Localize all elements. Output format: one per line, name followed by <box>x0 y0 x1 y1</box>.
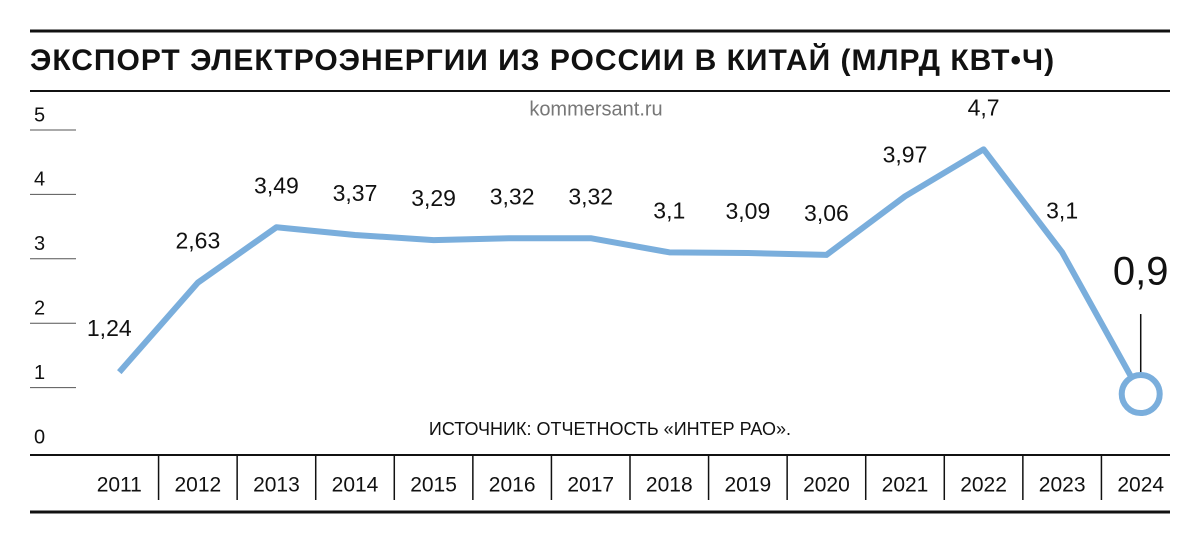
source-site: kommersant.ru <box>529 98 662 120</box>
y-tick-label: 3 <box>34 233 45 255</box>
value-label: 1,24 <box>87 315 132 341</box>
chart-title: ЭКСПОРТ ЭЛЕКТРОЭНЕРГИИ ИЗ РОССИИ В КИТАЙ… <box>30 43 1055 77</box>
source-note: ИСТОЧНИК: ОТЧЕТНОСТЬ «ИНТЕР РАО». <box>429 419 791 439</box>
value-label: 3,1 <box>653 197 685 223</box>
x-tick-label: 2015 <box>410 474 457 497</box>
value-label: 3,09 <box>725 198 770 224</box>
value-label: 4,7 <box>968 94 1000 120</box>
value-label: 3,97 <box>883 141 928 167</box>
x-tick-label: 2012 <box>174 474 221 497</box>
value-label: 3,32 <box>568 183 613 209</box>
y-tick-label: 0 <box>34 426 45 448</box>
value-label: 0,9 <box>1113 250 1169 294</box>
x-tick-label: 2016 <box>489 474 536 497</box>
value-label: 3,06 <box>804 200 849 226</box>
value-label: 3,29 <box>411 185 456 211</box>
value-label: 3,49 <box>254 172 299 198</box>
x-tick-label: 2020 <box>803 474 850 497</box>
x-tick-label: 2021 <box>882 474 929 497</box>
x-tick-label: 2014 <box>332 474 379 497</box>
value-label: 2,63 <box>175 228 220 254</box>
x-tick-label: 2013 <box>253 474 300 497</box>
x-tick-label: 2018 <box>646 474 693 497</box>
x-tick-label: 2011 <box>97 474 142 497</box>
x-tick-label: 2024 <box>1117 474 1164 497</box>
data-line <box>117 146 1144 396</box>
value-label: 3,32 <box>490 183 535 209</box>
y-tick-label: 4 <box>34 169 45 191</box>
value-label: 3,37 <box>333 180 378 206</box>
highlight-point <box>1118 372 1163 417</box>
x-tick-label: 2022 <box>960 474 1007 497</box>
y-tick-label: 2 <box>34 297 45 319</box>
y-tick-label: 1 <box>34 362 45 384</box>
value-label: 3,1 <box>1046 197 1078 223</box>
x-tick-label: 2017 <box>567 474 614 497</box>
x-tick-label: 2019 <box>724 474 771 497</box>
y-tick-label: 5 <box>34 104 45 126</box>
x-tick-label: 2023 <box>1039 474 1086 497</box>
